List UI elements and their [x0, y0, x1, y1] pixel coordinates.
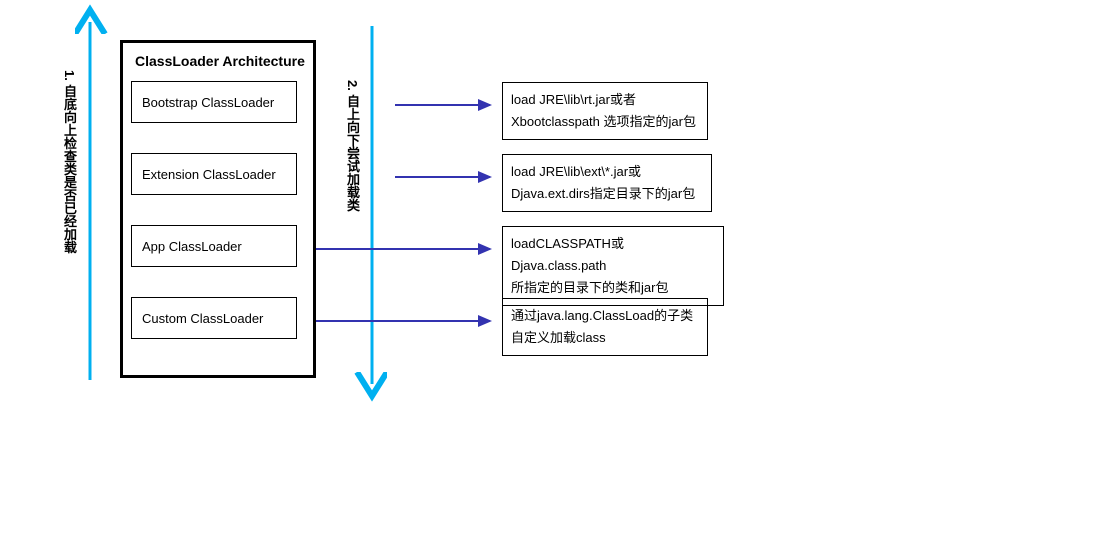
loader-custom: Custom ClassLoader — [131, 297, 297, 339]
loader-label: Extension ClassLoader — [142, 167, 276, 182]
desc-line: Djava.ext.dirs指定目录下的jar包 — [511, 183, 703, 205]
loader-label: Custom ClassLoader — [142, 311, 263, 326]
loader-label: App ClassLoader — [142, 239, 242, 254]
center-arrow-label: 2. 自上向下尝试加载类 — [343, 80, 362, 211]
desc-line: 自定义加载class — [511, 327, 699, 349]
loader-bootstrap: Bootstrap ClassLoader — [131, 81, 297, 123]
left-arrow-label: 1. 自底向上检查类是否已经加载 — [60, 70, 79, 253]
desc-line: 所指定的目录下的类和jar包 — [511, 277, 715, 299]
desc-bootstrap: load JRE\lib\rt.jar或者 Xbootclasspath 选项指… — [502, 82, 708, 140]
architecture-title: ClassLoader Architecture — [135, 53, 305, 69]
loader-extension: Extension ClassLoader — [131, 153, 297, 195]
desc-line: Xbootclasspath 选项指定的jar包 — [511, 111, 699, 133]
desc-custom: 通过java.lang.ClassLoad的子类 自定义加载class — [502, 298, 708, 356]
diagram-canvas: 1. 自底向上检查类是否已经加载 2. 自上向下尝试加载类 ClassLoade… — [0, 0, 1105, 550]
architecture-box: ClassLoader Architecture Bootstrap Class… — [120, 40, 316, 378]
desc-line: load JRE\lib\rt.jar或者 — [511, 89, 699, 111]
loader-label: Bootstrap ClassLoader — [142, 95, 274, 110]
desc-line: load JRE\lib\ext\*.jar或 — [511, 161, 703, 183]
loader-app: App ClassLoader — [131, 225, 297, 267]
desc-app: loadCLASSPATH或Djava.class.path 所指定的目录下的类… — [502, 226, 724, 306]
desc-line: 通过java.lang.ClassLoad的子类 — [511, 305, 699, 327]
desc-extension: load JRE\lib\ext\*.jar或 Djava.ext.dirs指定… — [502, 154, 712, 212]
desc-line: loadCLASSPATH或Djava.class.path — [511, 233, 715, 277]
